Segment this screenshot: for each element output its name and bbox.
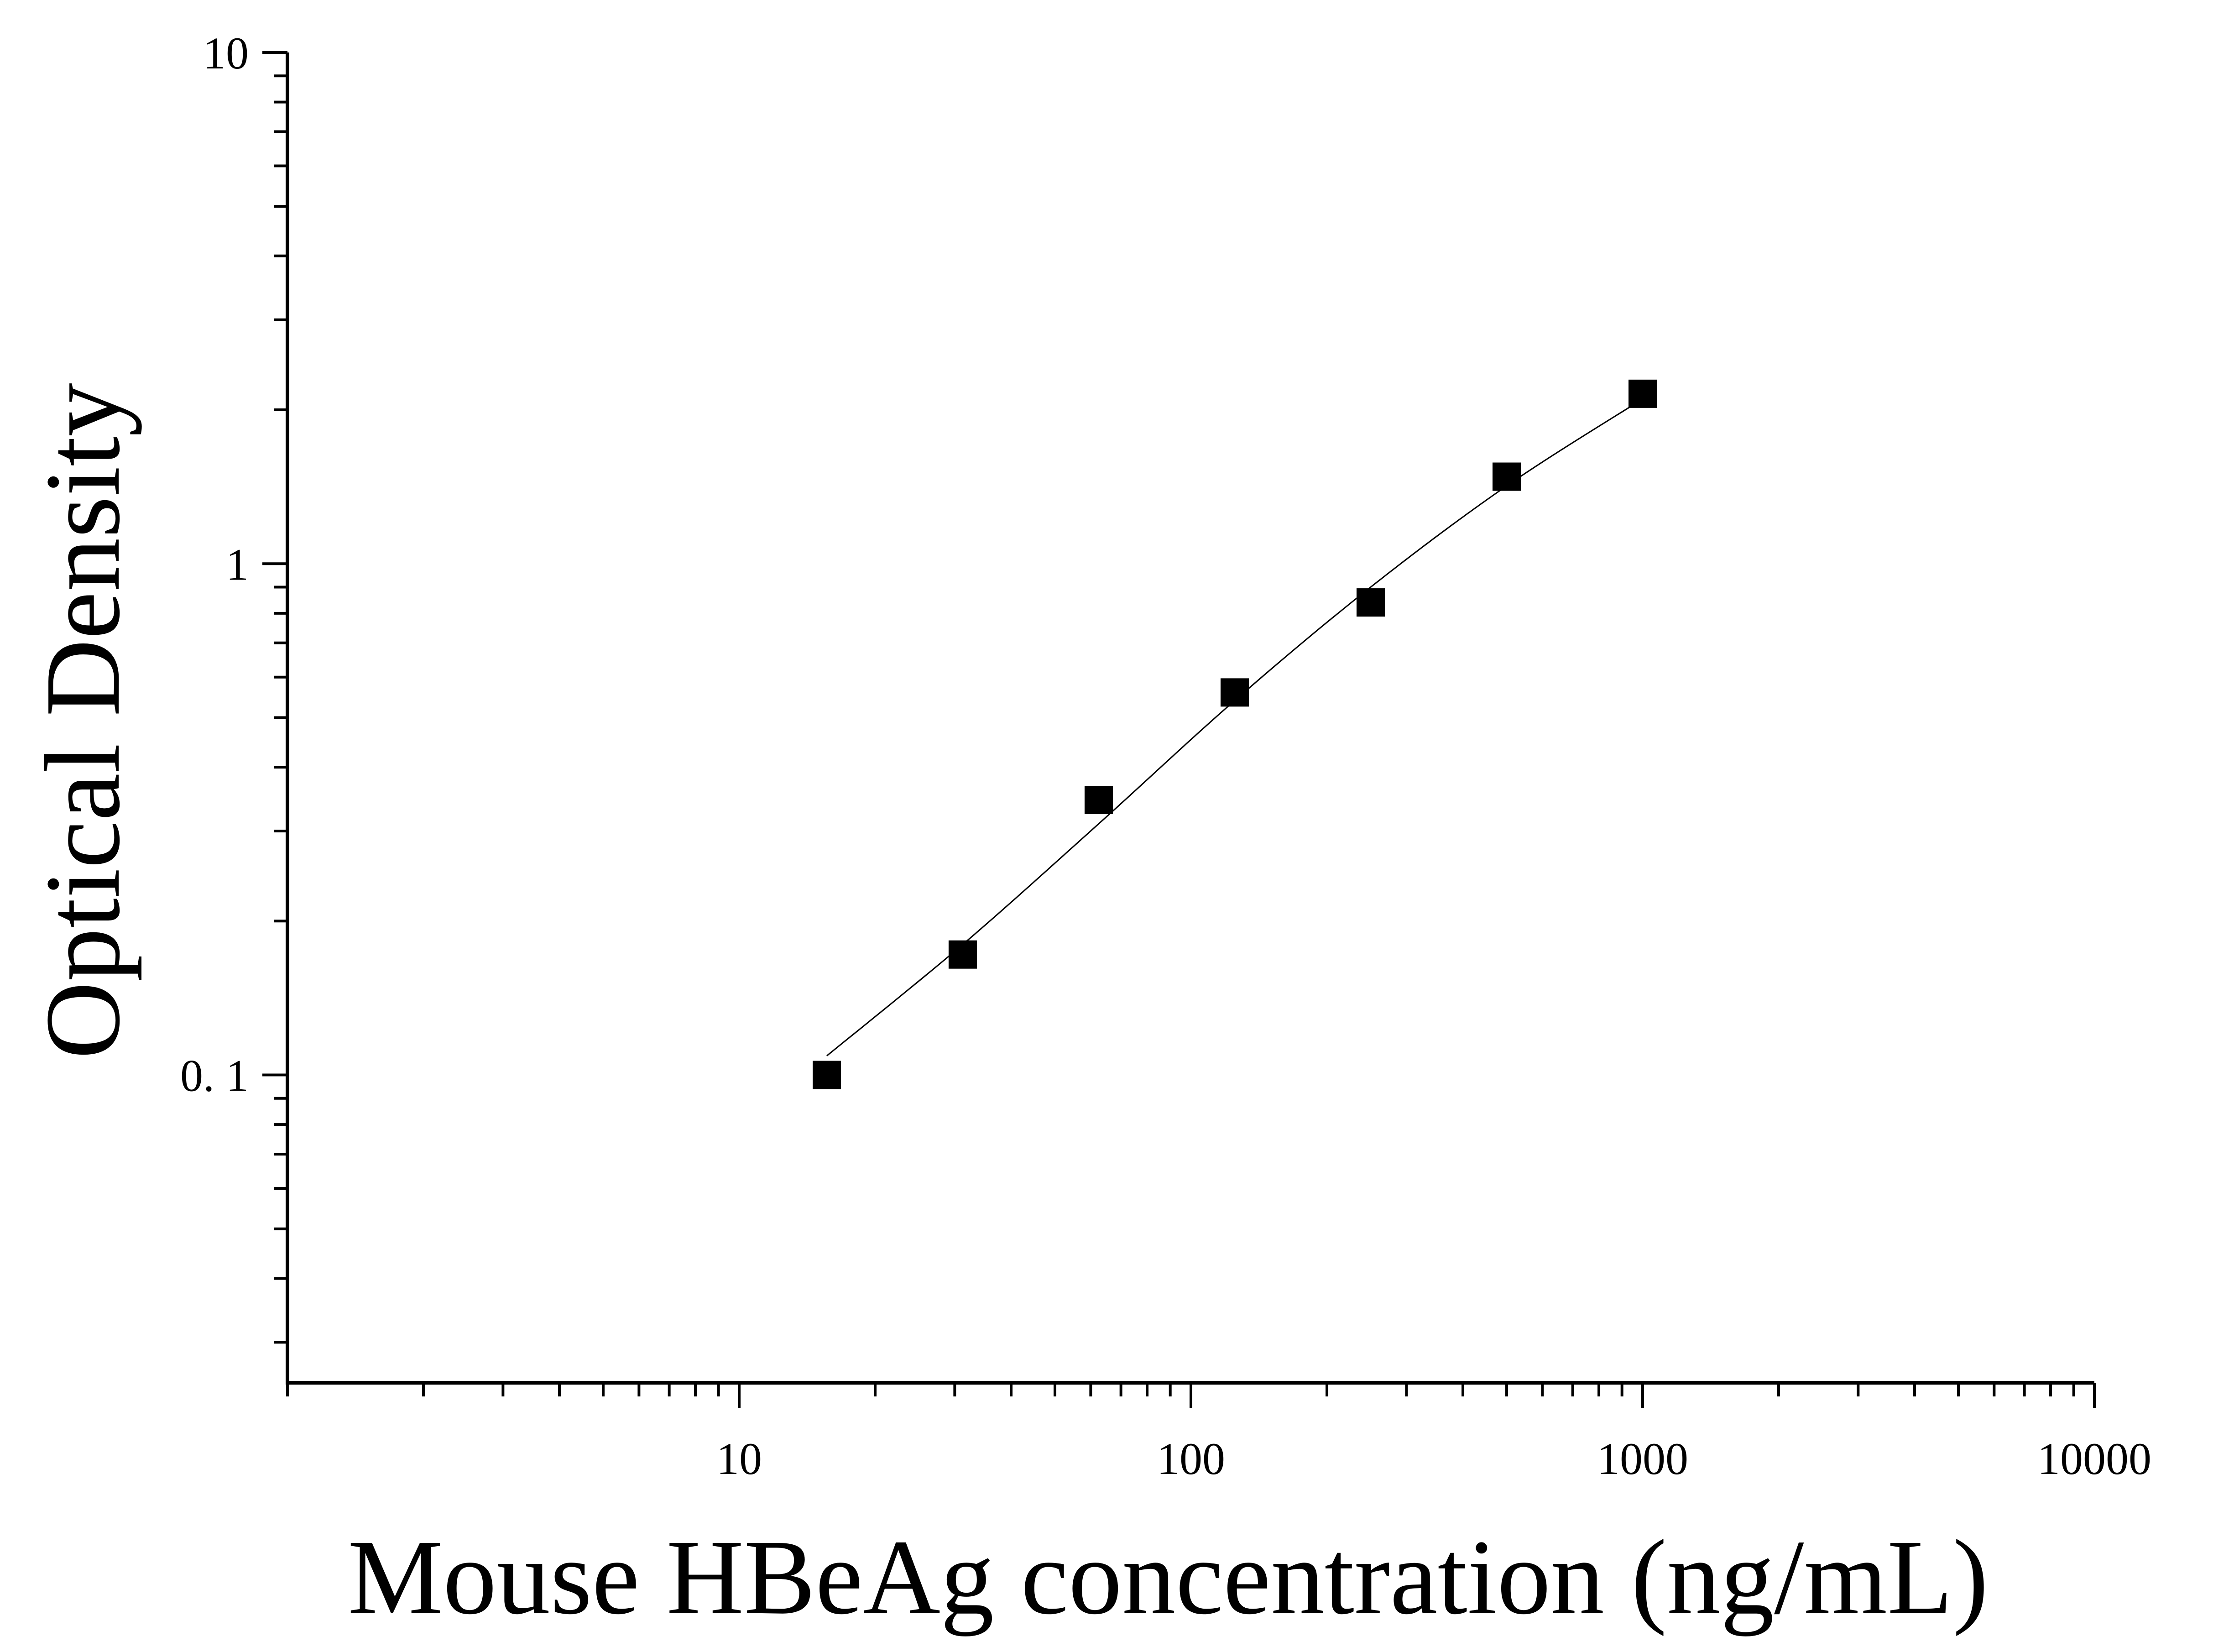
data-point (1492, 462, 1521, 491)
y-tick-label: 0. 1 (180, 1051, 249, 1101)
data-points (813, 379, 1657, 1089)
x-tick-label: 10 (716, 1433, 762, 1484)
data-point (948, 940, 977, 969)
data-point (813, 1061, 841, 1089)
data-point (1629, 379, 1657, 408)
y-tick-label: 10 (203, 28, 249, 78)
axes (286, 52, 2094, 1385)
data-point (1220, 678, 1249, 707)
x-axis-title: Mouse HBeAg concentration (ng/mL) (348, 1518, 1989, 1636)
x-tick-label: 1000 (1597, 1433, 1688, 1484)
x-tick-label: 10000 (2037, 1433, 2151, 1484)
y-axis-title: Optical Density (23, 383, 142, 1059)
x-tick-label: 100 (1157, 1433, 1225, 1484)
data-point (1356, 588, 1385, 617)
data-point (1084, 786, 1113, 815)
y-tick-label: 1 (226, 539, 249, 590)
ticks (262, 51, 2096, 1408)
tick-labels: 10 100 1000 10000 0. 1 1 10 (180, 28, 2151, 1484)
